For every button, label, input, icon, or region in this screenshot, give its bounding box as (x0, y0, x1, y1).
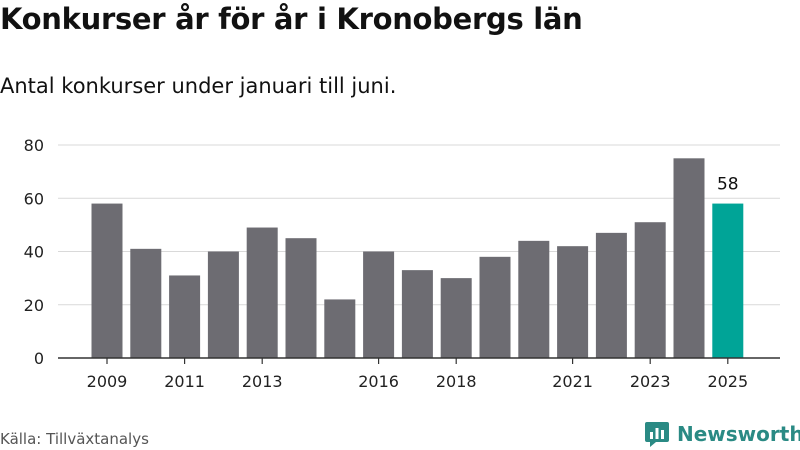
bar-chart: 0 20 40 60 80 58 2009 2011 2013 2016 2018 2021 2023 2… (24, 136, 780, 391)
bar-2016 (363, 251, 395, 358)
x-tick-label: 2011 (164, 372, 205, 391)
bar-2019 (479, 256, 511, 358)
bar-2023 (634, 222, 666, 358)
y-tick-label: 0 (34, 349, 44, 368)
x-tick-label: 2016 (358, 372, 399, 391)
bar-2020 (518, 240, 550, 358)
bar-2014 (285, 238, 317, 358)
x-tick-label: 2023 (630, 372, 671, 391)
bar-2018 (440, 278, 472, 358)
bar-2013 (246, 227, 278, 358)
x-tick-label: 2025 (707, 372, 748, 391)
x-tick-label: 2013 (242, 372, 283, 391)
data-label: 58 (717, 175, 739, 195)
bar-2015 (324, 299, 356, 358)
y-tick-label: 60 (24, 189, 44, 208)
x-tick-label: 2018 (436, 372, 477, 391)
chart-title: Konkurser år för år i Kronobergs län (0, 2, 583, 36)
bar-2011 (169, 275, 201, 358)
brand-logo: Newsworthy (644, 420, 800, 448)
chart-subtitle: Antal konkurser under januari till juni. (0, 74, 397, 98)
bar-2012 (207, 251, 239, 358)
bar-2010 (130, 248, 162, 358)
bar-2025 (712, 203, 744, 358)
bar-2024 (673, 158, 705, 358)
newsworthy-logo-icon (645, 422, 669, 447)
brand-name: Newsworthy (677, 422, 800, 446)
bar-2009 (91, 203, 123, 358)
y-tick-label: 20 (24, 296, 44, 315)
bar-2017 (401, 270, 433, 358)
source-note: Källa: Tillväxtanalys (0, 430, 149, 448)
bar-2021 (557, 246, 589, 358)
y-tick-label: 40 (24, 243, 44, 262)
y-tick-label: 80 (24, 136, 44, 155)
x-tick-label: 2009 (87, 372, 128, 391)
x-tick-label: 2021 (552, 372, 593, 391)
bar-2022 (595, 232, 627, 358)
